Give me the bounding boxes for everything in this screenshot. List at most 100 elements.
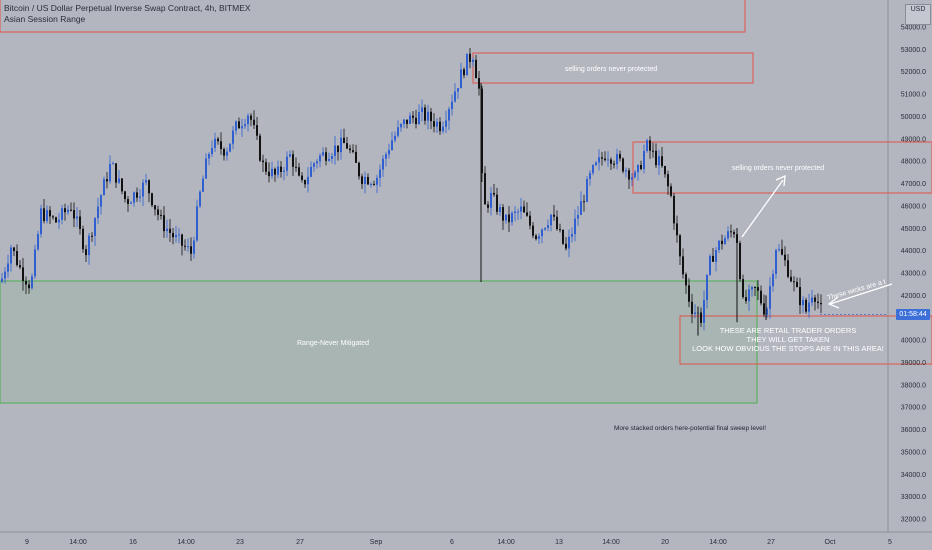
candle-body	[148, 180, 150, 194]
candle-body	[361, 176, 363, 184]
arrow-head-2	[827, 296, 840, 309]
candle-body	[331, 155, 333, 159]
candle-body	[358, 162, 360, 177]
candle-body	[547, 225, 549, 228]
candle-body	[364, 176, 366, 184]
candle-body	[184, 245, 186, 247]
candle-body	[688, 285, 690, 302]
price-axis-labels: 54000.0 53000.0 52000.0 51000.0 50000.0 49000…	[901, 25, 926, 524]
price-tick-label: 47000.0	[901, 181, 926, 188]
candle-body	[577, 214, 579, 219]
candle-body	[772, 273, 774, 287]
candle-body	[676, 223, 678, 236]
candle-body	[721, 240, 723, 245]
candle-body	[217, 138, 219, 142]
range-box	[0, 280, 758, 404]
candle-body	[61, 208, 63, 220]
candle-body	[133, 192, 135, 203]
price-tick-label: 39000.0	[901, 360, 926, 367]
candle-body	[670, 186, 672, 196]
candle-body	[49, 210, 51, 217]
candle-body	[253, 119, 255, 126]
candle-body	[757, 287, 759, 291]
candle-body	[511, 213, 513, 223]
candle-body	[679, 235, 681, 257]
candle-body	[25, 280, 27, 285]
candle-body	[808, 302, 810, 312]
candle-body	[442, 126, 444, 132]
time-tick-label: 6	[450, 539, 454, 546]
candle-body	[616, 154, 618, 165]
candle-body	[196, 206, 198, 241]
currency-label: USD	[910, 6, 926, 13]
candle-body	[742, 279, 744, 298]
candle-body	[259, 135, 261, 161]
candle-body	[691, 301, 693, 314]
candle-body	[664, 166, 666, 175]
candle-body	[436, 121, 438, 127]
candle-body	[439, 121, 441, 132]
candle-body	[769, 286, 771, 309]
candle-body	[748, 289, 750, 302]
candle-body	[379, 169, 381, 178]
candle-body	[46, 210, 48, 221]
candle-body	[322, 152, 324, 156]
price-tick-label: 33000.0	[901, 494, 926, 501]
candle-body	[586, 178, 588, 202]
candle-body	[274, 168, 276, 175]
retail-label-3: LOOK HOW OBVIOUS THE STOPS ARE IN THIS A…	[692, 344, 884, 353]
candle-body	[478, 78, 480, 89]
candle-body	[583, 201, 585, 203]
price-tick-label: 37000.0	[901, 405, 926, 412]
candle-body	[109, 164, 111, 182]
candle-body	[559, 229, 561, 231]
candle-body	[520, 206, 522, 212]
candle-body	[568, 236, 570, 249]
candle-body	[229, 143, 231, 152]
candle-body	[40, 208, 42, 235]
price-tick-label: 40000.0	[901, 338, 926, 345]
candle-body	[310, 166, 312, 177]
candle-body	[262, 160, 264, 163]
asian-session-box	[0, 0, 746, 33]
candle-body	[490, 192, 492, 208]
candle-body	[574, 218, 576, 235]
candle-body	[181, 234, 183, 246]
time-tick-label: 14:00	[602, 539, 620, 546]
candle-body	[553, 214, 555, 217]
candle-body	[589, 173, 591, 179]
candle-body	[802, 299, 804, 306]
candle-body	[415, 117, 417, 125]
candle-body	[355, 151, 357, 163]
candle-body	[349, 148, 351, 151]
candle-body	[55, 217, 57, 223]
candle-body	[334, 145, 336, 156]
chart-title: Bitcoin / US Dollar Perpetual Inverse Sw…	[4, 3, 251, 13]
price-tick-label: 48000.0	[901, 159, 926, 166]
candle-body	[205, 158, 207, 179]
price-tick-label: 42000.0	[901, 293, 926, 300]
arrow-line-1	[741, 179, 784, 238]
candle-body	[238, 121, 240, 129]
candle-body	[460, 69, 462, 89]
candle-body	[766, 308, 768, 315]
candle-body	[34, 249, 36, 277]
time-tick-label: 14:00	[177, 539, 195, 546]
candle-body	[412, 115, 414, 118]
wicks-label: These wicks are a t	[827, 279, 887, 302]
candle-body	[751, 286, 753, 290]
currency-selector[interactable]: USD	[905, 4, 931, 25]
candle-body	[136, 192, 138, 198]
candle-body	[637, 164, 639, 173]
candle-body	[532, 225, 534, 236]
candle-body	[472, 59, 474, 62]
sell-box-2	[632, 141, 932, 194]
candle-body	[385, 154, 387, 159]
candle-body	[451, 101, 453, 110]
candle-body	[505, 214, 507, 221]
sell-box-1	[472, 52, 754, 84]
price-tick-label: 53000.0	[901, 47, 926, 54]
candle-body	[91, 235, 93, 237]
candle-body	[811, 297, 813, 303]
